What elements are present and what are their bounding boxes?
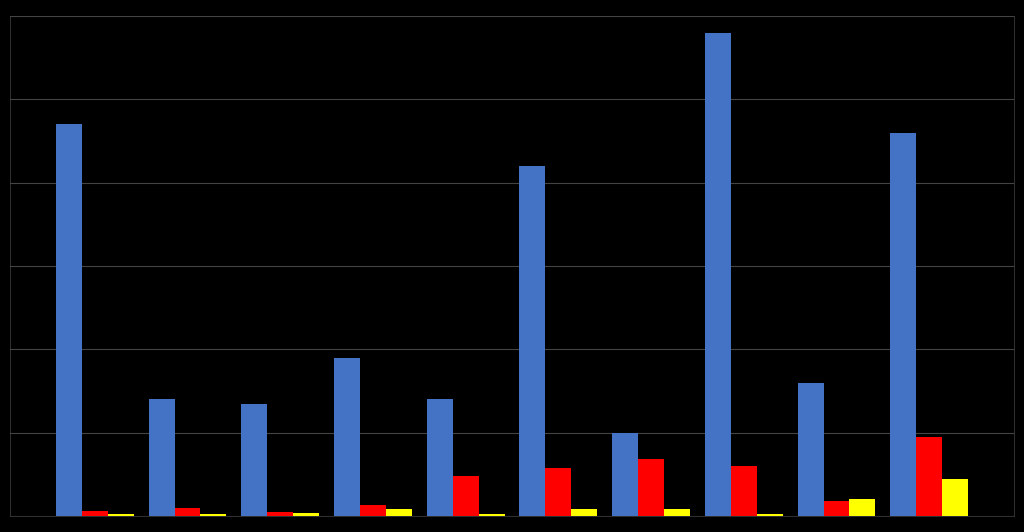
Bar xyxy=(108,514,134,516)
Bar xyxy=(798,383,823,516)
Bar xyxy=(334,358,360,516)
Bar xyxy=(56,124,82,516)
Bar xyxy=(705,32,731,516)
Bar xyxy=(427,400,453,516)
Bar xyxy=(82,511,108,516)
Bar xyxy=(293,513,319,516)
Bar xyxy=(850,500,876,516)
Bar xyxy=(242,403,267,516)
Bar xyxy=(757,513,782,516)
Bar xyxy=(519,166,546,516)
Bar xyxy=(546,468,571,516)
Bar xyxy=(201,514,226,516)
Bar xyxy=(612,433,638,516)
Bar xyxy=(638,459,664,516)
Bar xyxy=(890,132,916,516)
Bar xyxy=(571,509,597,516)
Bar xyxy=(174,508,201,516)
Bar xyxy=(942,479,968,516)
Bar xyxy=(916,437,942,516)
Bar xyxy=(478,513,505,516)
Bar xyxy=(148,400,174,516)
Bar xyxy=(823,501,850,516)
Bar xyxy=(360,505,386,516)
Bar xyxy=(731,466,757,516)
Bar xyxy=(453,476,478,516)
Bar xyxy=(664,509,690,516)
Bar xyxy=(386,509,412,516)
Bar xyxy=(267,512,293,516)
